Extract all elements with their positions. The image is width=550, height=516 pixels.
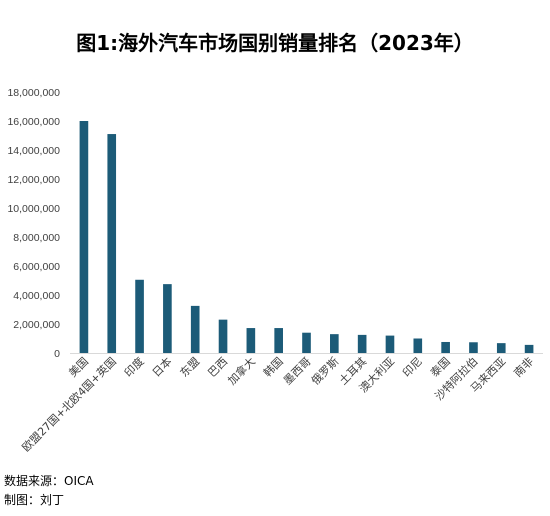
bar — [190, 305, 200, 354]
bar — [274, 328, 283, 353]
x-tick-label: 日本 — [149, 354, 174, 379]
bar — [330, 334, 339, 353]
x-tick-label: 印度 — [121, 354, 146, 379]
bar — [469, 342, 478, 353]
x-tick-label: 印尼 — [400, 355, 425, 380]
bar — [357, 334, 367, 354]
x-tick-label: 韩国 — [260, 354, 285, 379]
bar — [79, 121, 89, 353]
bar — [413, 338, 423, 353]
y-tick-label: 2,000,000 — [13, 319, 60, 331]
bar — [496, 343, 506, 353]
x-tick-label: 墨西哥 — [281, 355, 314, 388]
y-tick-label: 8,000,000 — [13, 232, 60, 244]
bar — [385, 335, 395, 353]
bar — [302, 332, 311, 353]
y-axis-labels: 0 2,000,000 4,000,000 6,000,000 8,000,000 10,… — [7, 87, 60, 360]
y-tick-label: 0 — [54, 348, 60, 360]
bar — [246, 328, 256, 353]
y-tick-label: 16,000,000 — [7, 116, 60, 128]
x-tick-label: 泰国 — [427, 354, 452, 379]
chart-title: 图1:海外汽车市场国别销量排名（2023年） — [76, 31, 474, 55]
x-tick-label: 俄罗斯 — [309, 355, 342, 388]
bar — [163, 284, 172, 354]
source-note: 数据来源：OICA — [4, 474, 94, 488]
x-tick-label: 南非 — [511, 355, 536, 380]
bars — [79, 121, 534, 354]
y-tick-label: 14,000,000 — [7, 145, 60, 157]
bar — [441, 341, 450, 353]
y-tick-label: 6,000,000 — [13, 261, 60, 273]
bar — [218, 319, 228, 353]
x-tick-label: 加拿大 — [225, 354, 258, 387]
y-tick-label: 18,000,000 — [7, 87, 60, 99]
bar-chart: 0 2,000,000 4,000,000 6,000,000 8,000,000 10,… — [7, 87, 543, 454]
bar — [107, 134, 117, 353]
bar — [135, 279, 144, 353]
y-tick-label: 12,000,000 — [7, 174, 60, 186]
bar — [524, 344, 534, 353]
author-note: 制图：刘丁 — [4, 493, 65, 507]
x-tick-label: 东盟 — [178, 355, 203, 380]
y-tick-label: 4,000,000 — [13, 290, 60, 302]
y-tick-label: 10,000,000 — [7, 203, 60, 215]
